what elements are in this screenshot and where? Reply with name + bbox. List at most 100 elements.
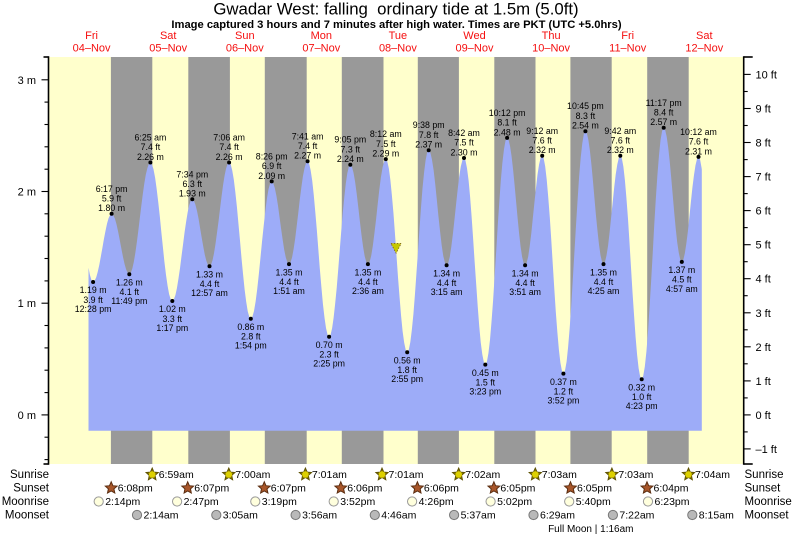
svg-text:1.35 m: 1.35 m <box>276 267 303 277</box>
svg-text:7.8 ft: 7.8 ft <box>419 130 439 140</box>
svg-text:1.35 m: 1.35 m <box>590 267 617 277</box>
svg-text:3.3 ft: 3.3 ft <box>163 314 183 324</box>
svg-text:6:59am: 6:59am <box>159 469 194 481</box>
svg-text:7:01am: 7:01am <box>389 469 424 481</box>
svg-text:6:07pm: 6:07pm <box>271 483 306 495</box>
svg-text:2.37 m: 2.37 m <box>415 140 442 150</box>
svg-text:10 ft: 10 ft <box>756 69 777 81</box>
svg-text:2.3 ft: 2.3 ft <box>319 350 339 360</box>
svg-text:Moonset: Moonset <box>745 510 790 522</box>
svg-text:3:15 am: 3:15 am <box>431 287 463 297</box>
svg-text:6:07pm: 6:07pm <box>194 483 229 495</box>
svg-text:1.93 m: 1.93 m <box>179 189 206 199</box>
svg-text:7 ft: 7 ft <box>756 172 771 184</box>
svg-text:Gwadar West: falling ordinary: Gwadar West: falling ordinary tide at 1.… <box>213 0 578 18</box>
svg-text:11–Nov: 11–Nov <box>609 42 647 54</box>
svg-text:Sat: Sat <box>160 30 177 42</box>
svg-text:0 ft: 0 ft <box>756 410 771 422</box>
svg-text:Fri: Fri <box>621 30 634 42</box>
svg-text:04–Nov: 04–Nov <box>73 42 111 54</box>
svg-text:6:25 am: 6:25 am <box>135 133 167 143</box>
svg-text:1.34 m: 1.34 m <box>512 268 539 278</box>
svg-text:7.3 ft: 7.3 ft <box>341 144 361 154</box>
svg-text:2.09 m: 2.09 m <box>258 171 285 181</box>
svg-text:4 ft: 4 ft <box>756 274 771 286</box>
svg-text:9:42 am: 9:42 am <box>604 126 636 136</box>
svg-text:6:23pm: 6:23pm <box>655 496 690 508</box>
svg-text:1.0 ft: 1.0 ft <box>632 392 652 402</box>
svg-text:7.6 ft: 7.6 ft <box>611 136 631 146</box>
svg-text:2:47pm: 2:47pm <box>184 496 219 508</box>
svg-text:0.37 m: 0.37 m <box>550 377 577 387</box>
svg-text:Wed: Wed <box>463 30 485 42</box>
svg-text:11:17 pm: 11:17 pm <box>646 98 682 108</box>
svg-text:2.30 m: 2.30 m <box>451 147 478 157</box>
svg-text:12:28 pm: 12:28 pm <box>75 304 112 314</box>
svg-text:Fri: Fri <box>85 30 98 42</box>
svg-text:3:05am: 3:05am <box>223 510 258 522</box>
svg-text:1.80 m: 1.80 m <box>98 203 125 213</box>
svg-text:7:01am: 7:01am <box>312 469 347 481</box>
svg-text:Moonrise: Moonrise <box>2 496 49 508</box>
svg-text:2 ft: 2 ft <box>756 342 771 354</box>
svg-text:3.9 ft: 3.9 ft <box>83 295 103 305</box>
svg-text:8 ft: 8 ft <box>756 138 771 150</box>
svg-text:1 ft: 1 ft <box>756 376 771 388</box>
svg-text:0.86 m: 0.86 m <box>237 322 264 332</box>
svg-text:7.5 ft: 7.5 ft <box>376 139 396 149</box>
svg-text:7:34 pm: 7:34 pm <box>176 169 208 179</box>
svg-text:2:55 pm: 2:55 pm <box>391 374 423 384</box>
svg-text:10–Nov: 10–Nov <box>532 42 570 54</box>
svg-text:6.9 ft: 6.9 ft <box>262 161 282 171</box>
svg-text:5:37am: 5:37am <box>461 510 496 522</box>
svg-text:0 m: 0 m <box>18 410 36 422</box>
svg-text:2:14am: 2:14am <box>144 510 179 522</box>
svg-text:3:23 pm: 3:23 pm <box>469 387 501 397</box>
svg-text:2:14pm: 2:14pm <box>105 496 140 508</box>
svg-text:12–Nov: 12–Nov <box>685 42 723 54</box>
svg-text:8:12 am: 8:12 am <box>370 129 402 139</box>
svg-text:6:04pm: 6:04pm <box>654 483 689 495</box>
svg-text:Full Moon | 1:16am: Full Moon | 1:16am <box>548 524 633 535</box>
svg-text:06–Nov: 06–Nov <box>226 42 264 54</box>
svg-text:7:02am: 7:02am <box>465 469 500 481</box>
svg-text:8:26 pm: 8:26 pm <box>256 151 288 161</box>
svg-text:Moonset: Moonset <box>5 510 50 522</box>
svg-text:2.26 m: 2.26 m <box>137 152 164 162</box>
svg-text:7.6 ft: 7.6 ft <box>689 137 709 147</box>
svg-text:4.4 ft: 4.4 ft <box>437 278 457 288</box>
svg-text:9:12 am: 9:12 am <box>526 126 558 136</box>
svg-text:7.4 ft: 7.4 ft <box>141 142 161 152</box>
svg-text:4:57 am: 4:57 am <box>666 284 698 294</box>
svg-text:3:52pm: 3:52pm <box>340 496 375 508</box>
svg-text:6 ft: 6 ft <box>756 206 771 218</box>
svg-text:7.6 ft: 7.6 ft <box>532 136 552 146</box>
svg-text:5.9 ft: 5.9 ft <box>102 194 122 204</box>
svg-text:9:05 pm: 9:05 pm <box>334 135 366 145</box>
svg-text:11:49 pm: 11:49 pm <box>111 296 147 306</box>
svg-text:2.8 ft: 2.8 ft <box>241 332 261 342</box>
svg-text:6.3 ft: 6.3 ft <box>183 179 203 189</box>
svg-text:Sat: Sat <box>696 30 713 42</box>
svg-text:10:12 pm: 10:12 pm <box>489 108 526 118</box>
svg-text:1.8 ft: 1.8 ft <box>397 365 417 375</box>
svg-text:10:45 pm: 10:45 pm <box>567 101 604 111</box>
svg-text:8:15am: 8:15am <box>699 510 734 522</box>
svg-text:7.4 ft: 7.4 ft <box>298 141 318 151</box>
svg-text:9 ft: 9 ft <box>756 104 771 116</box>
svg-text:3:56am: 3:56am <box>302 510 337 522</box>
svg-text:9:38 pm: 9:38 pm <box>413 120 445 130</box>
svg-text:2.27 m: 2.27 m <box>294 151 321 161</box>
svg-text:Image captured 3 hours and 7 m: Image captured 3 hours and 7 minutes aft… <box>171 19 621 31</box>
svg-text:7:03am: 7:03am <box>542 469 577 481</box>
svg-text:2.48 m: 2.48 m <box>494 127 521 137</box>
svg-text:1.2 ft: 1.2 ft <box>554 386 574 396</box>
svg-text:1.26 m: 1.26 m <box>116 277 143 287</box>
svg-text:8.1 ft: 8.1 ft <box>497 118 517 128</box>
svg-text:5:40pm: 5:40pm <box>576 496 611 508</box>
svg-text:1.5 ft: 1.5 ft <box>476 377 496 387</box>
svg-text:10:12 am: 10:12 am <box>680 127 717 137</box>
svg-text:Sunset: Sunset <box>745 483 782 495</box>
svg-text:–1 ft: –1 ft <box>756 444 777 456</box>
svg-text:4.4 ft: 4.4 ft <box>515 278 535 288</box>
